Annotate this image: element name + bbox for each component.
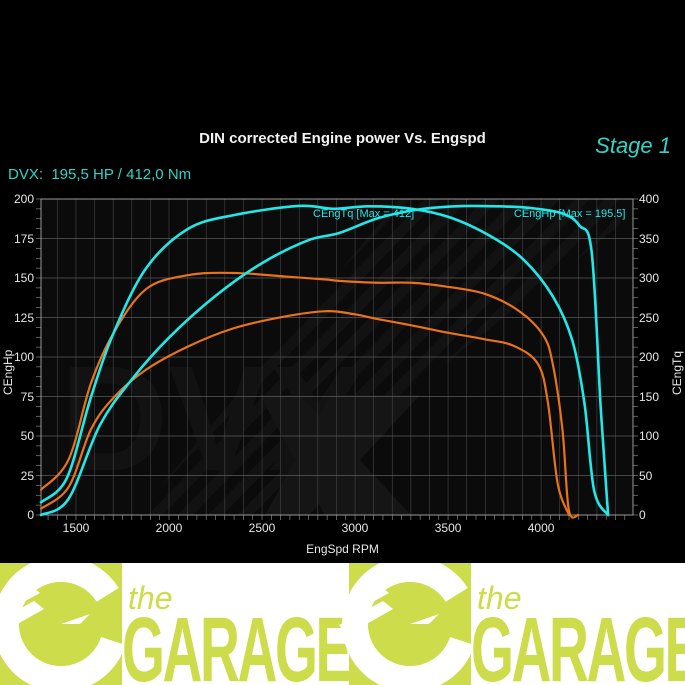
svg-text:GARAGE: GARAGE [471, 599, 685, 685]
svg-text:CEngTq [Max = 412]: CEngTq [Max = 412] [313, 208, 414, 220]
svg-text:CEngHp [Max = 195.5]: CEngHp [Max = 195.5] [514, 208, 626, 220]
svg-text:GARAGE: GARAGE [122, 599, 350, 685]
